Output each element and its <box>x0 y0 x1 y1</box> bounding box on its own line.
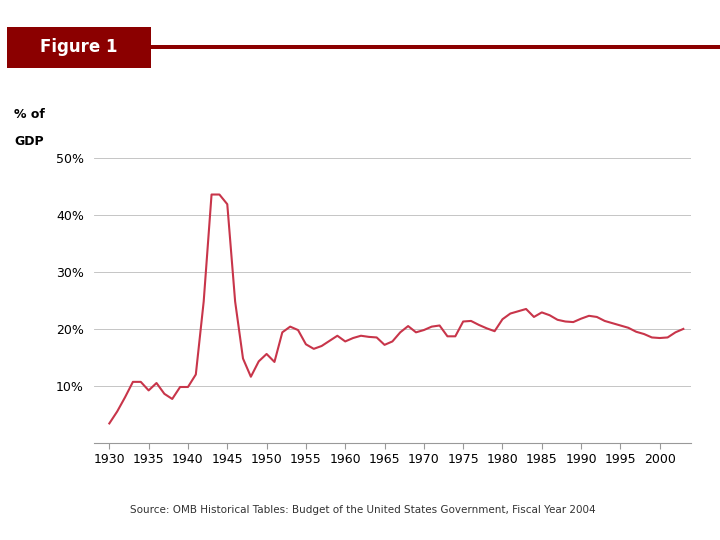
Text: % of: % of <box>14 108 45 121</box>
Text: Figure 1: Figure 1 <box>40 38 118 56</box>
Text: GDP: GDP <box>14 135 44 148</box>
Text: Source: OMB Historical Tables: Budget of the United States Government, Fiscal Ye: Source: OMB Historical Tables: Budget of… <box>130 505 595 515</box>
